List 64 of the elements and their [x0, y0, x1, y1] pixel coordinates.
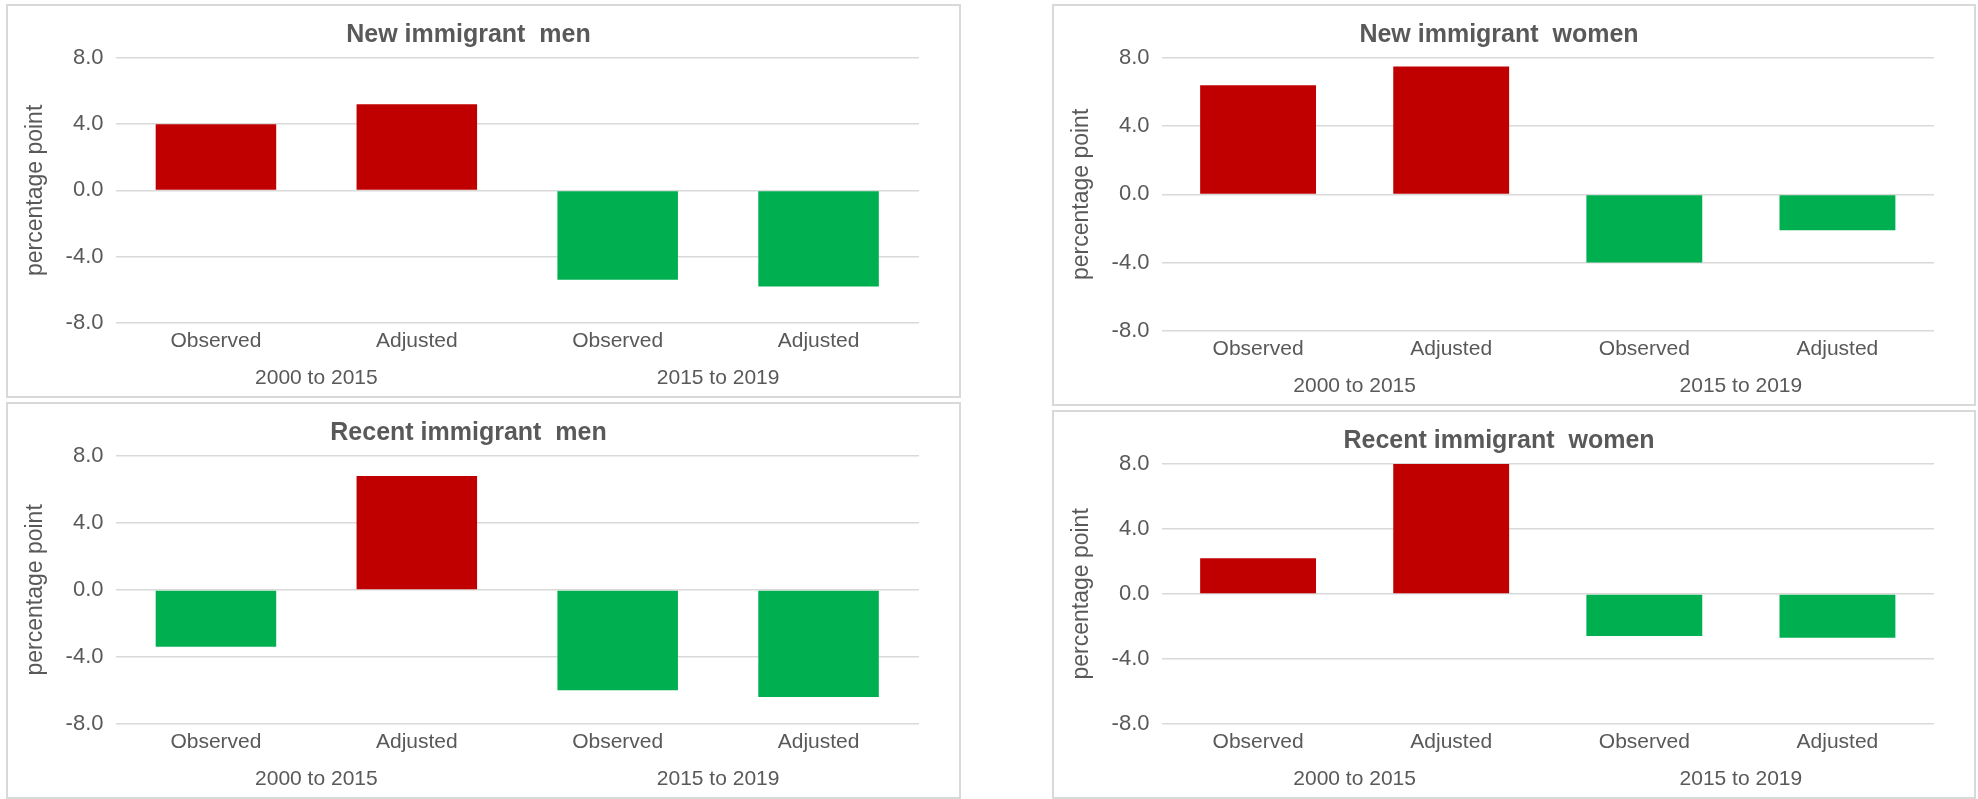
x-tick-label: Observed: [1212, 729, 1304, 753]
x-tick-label: Observed: [1598, 336, 1690, 360]
bar: [557, 191, 678, 280]
chart-title: New immigrant women: [1359, 18, 1639, 47]
y-axis-title: percentage point: [21, 503, 48, 676]
x-tick-label: Adjusted: [1410, 336, 1493, 360]
y-tick-label: 8.0: [1118, 44, 1150, 70]
bar: [155, 124, 277, 190]
x-tick-label: Adjusted: [1796, 336, 1879, 360]
bar: [356, 104, 478, 190]
bar: [1586, 195, 1703, 263]
text: 2000 to 2015: [1293, 765, 1416, 789]
bar: [1586, 594, 1703, 637]
bar: [1393, 66, 1510, 194]
x-tick-label: Observed: [170, 328, 262, 352]
bar: [1779, 594, 1896, 638]
text: 2015 to 2019: [1679, 765, 1803, 789]
y-tick-label: 4.0: [72, 509, 104, 535]
x-tick-label: Observed: [1598, 729, 1690, 753]
x-tick-label: Adjusted: [1796, 729, 1879, 753]
y-tick-label: -4.0: [65, 242, 104, 268]
y-tick-label: 4.0: [1118, 112, 1150, 138]
text: 2015 to 2019: [1679, 372, 1803, 396]
bar: [758, 191, 879, 287]
x-tick-label: Adjusted: [375, 328, 458, 352]
x-tick-label: Adjusted: [777, 328, 860, 352]
text: 2015 to 2019: [656, 765, 780, 789]
text: 2015 to 2019: [656, 364, 780, 388]
x-tick-label: Observed: [572, 328, 664, 352]
x-tick-label: Observed: [572, 729, 664, 753]
text: 2000 to 2015: [255, 364, 378, 388]
y-tick-label: -4.0: [1111, 644, 1150, 670]
x-tick-label: Adjusted: [1410, 729, 1493, 753]
bar: [1200, 558, 1317, 594]
y-tick-label: 4.0: [72, 110, 104, 136]
chart-title: New immigrant men: [346, 18, 591, 47]
y-tick-label: 8.0: [72, 44, 104, 70]
x-tick-label: Observed: [170, 729, 262, 753]
y-axis-title: percentage point: [1067, 108, 1094, 281]
y-tick-label: -8.0: [65, 709, 104, 735]
x-tick-label: Adjusted: [777, 729, 860, 753]
y-tick-label: 8.0: [1118, 450, 1150, 476]
text: 2000 to 2015: [1293, 372, 1416, 396]
y-tick-label: 0.0: [72, 176, 104, 202]
y-tick-label: -8.0: [1111, 316, 1150, 342]
y-tick-label: -4.0: [1111, 248, 1150, 274]
bar: [1200, 85, 1317, 194]
bar: [1779, 195, 1896, 231]
y-axis-title: percentage point: [21, 104, 48, 277]
y-tick-label: -8.0: [1111, 709, 1150, 735]
x-tick-label: Observed: [1212, 336, 1304, 360]
y-tick-label: 0.0: [1118, 180, 1150, 206]
chart-title: Recent immigrant men: [330, 416, 607, 445]
x-tick-label: Adjusted: [375, 729, 458, 753]
y-tick-label: -4.0: [65, 642, 104, 668]
y-tick-label: 8.0: [72, 442, 104, 468]
text: 2000 to 2015: [255, 765, 378, 789]
y-axis-title: percentage point: [1067, 507, 1094, 680]
y-tick-label: 0.0: [72, 575, 104, 601]
bar: [1393, 464, 1510, 594]
y-tick-label: 4.0: [1118, 515, 1150, 541]
y-tick-label: 0.0: [1118, 579, 1150, 605]
y-tick-label: -8.0: [65, 308, 104, 334]
chart-title: Recent immigrant women: [1343, 424, 1655, 453]
